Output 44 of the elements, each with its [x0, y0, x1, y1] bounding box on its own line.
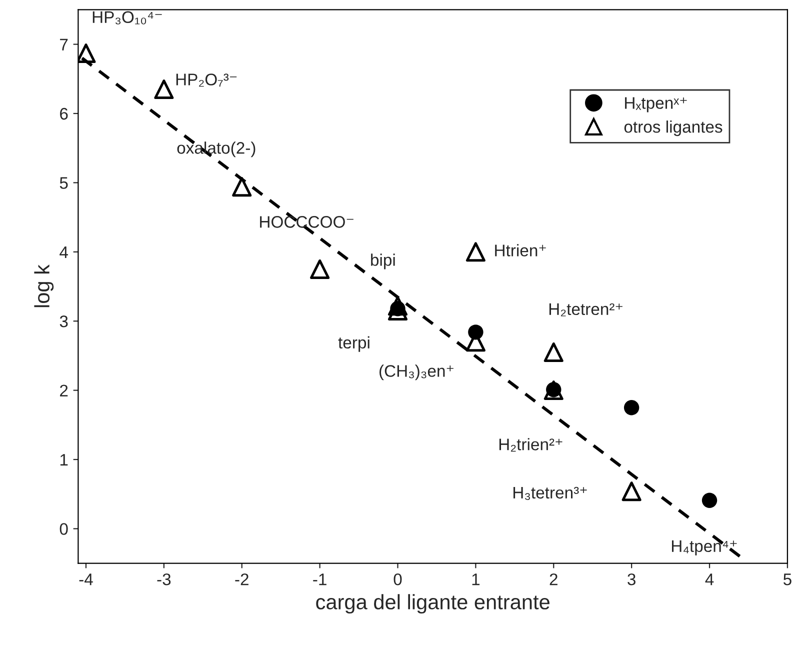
- y-tick-label: 6: [60, 108, 68, 120]
- annotation: terpi: [338, 336, 370, 352]
- y-tick-label: 3: [60, 316, 68, 328]
- y-tick-label: 5: [60, 177, 68, 189]
- y-tick-label: 0: [60, 523, 68, 535]
- annotation: H₂trien²⁺: [499, 438, 562, 452]
- x-tick-label: 3: [628, 573, 636, 586]
- x-tick-label: -2: [235, 573, 248, 586]
- annotation: (CH₃)₃en⁺: [380, 364, 454, 380]
- annotation: HOCCCOO⁻: [260, 216, 354, 228]
- y-tick-label: 4: [60, 246, 68, 258]
- point: [702, 492, 718, 508]
- point: [154, 80, 174, 100]
- x-tick-label: -1: [313, 574, 326, 586]
- x-tick-label: 4: [705, 574, 714, 586]
- annotation: bipi: [371, 254, 395, 270]
- point: [466, 242, 486, 262]
- legend-label: otros ligantes: [624, 120, 722, 136]
- y-tick-label: 7: [60, 38, 68, 50]
- point: [544, 342, 564, 362]
- annotation: H₃tetren³⁺: [514, 486, 587, 500]
- x-axis-title: carga del ligante entrante: [316, 594, 550, 614]
- annotation: H₄tpen⁴⁺: [672, 540, 737, 556]
- x-tick-label: 2: [550, 573, 558, 586]
- point: [388, 296, 408, 316]
- legend-label: Hₓtpenˣ⁺: [625, 97, 687, 112]
- x-tick-label: -3: [157, 573, 171, 586]
- x-tick-label: -4: [79, 574, 93, 586]
- annotation: HP₂O₇³⁻: [176, 74, 237, 87]
- point: [232, 177, 252, 197]
- y-tick-label: 1: [60, 454, 68, 466]
- point: [624, 400, 640, 416]
- x-tick-label: 0: [394, 573, 402, 586]
- annotation: Htrien⁺: [495, 244, 546, 256]
- annotation: HP₃O₁₀⁴⁻: [92, 11, 162, 24]
- y-tick-label: 2: [60, 384, 68, 396]
- point: [310, 259, 330, 279]
- point: [388, 300, 408, 320]
- x-tick-label: 5: [783, 574, 792, 586]
- point: [622, 482, 642, 502]
- x-tick-label: 1: [472, 574, 480, 586]
- annotation: H₂tetren²⁺: [549, 303, 622, 316]
- y-axis-title: log k: [34, 264, 54, 308]
- annotation: oxalato(2-): [177, 142, 256, 158]
